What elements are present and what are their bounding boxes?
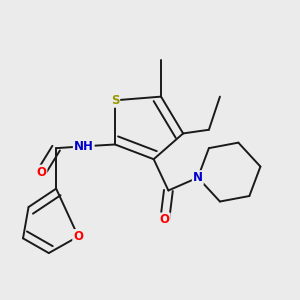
Text: O: O <box>73 230 83 243</box>
Text: S: S <box>111 94 119 107</box>
Text: N: N <box>193 171 203 184</box>
Text: O: O <box>160 213 170 226</box>
Text: NH: NH <box>74 140 94 153</box>
Text: O: O <box>36 166 46 178</box>
